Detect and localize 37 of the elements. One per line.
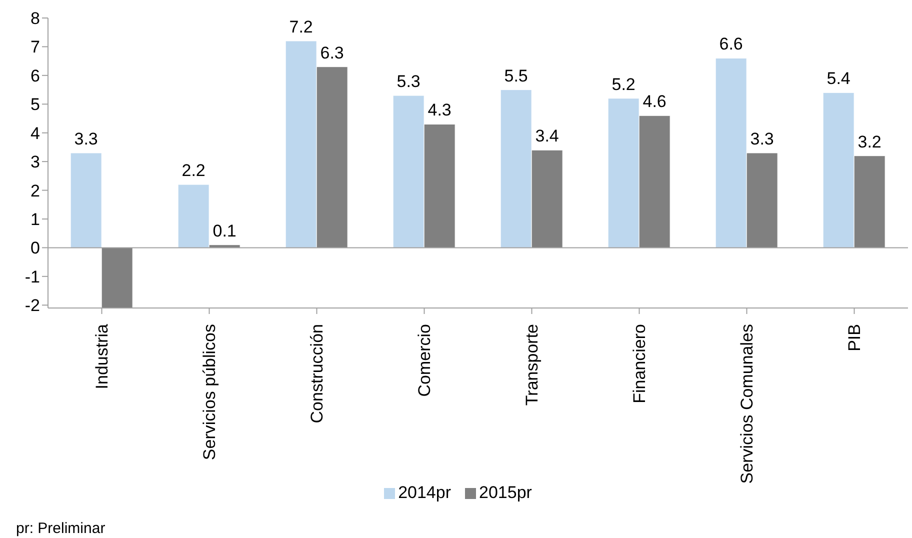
x-tick-label: Industria [92, 323, 112, 390]
x-tick-label: Construcción [307, 324, 326, 424]
data-label: 3.3 [750, 129, 774, 148]
y-tick-label: 7 [30, 38, 40, 57]
data-label: 7.2 [289, 17, 313, 36]
data-label: 2.2 [182, 161, 206, 180]
x-tick-label: Comercio [414, 324, 434, 397]
x-tick-label: PIB [844, 324, 864, 352]
y-tick-label: 4 [30, 124, 40, 143]
data-label: 5.3 [396, 72, 420, 92]
data-label: 5.2 [612, 74, 636, 94]
y-tick-label: 8 [30, 9, 40, 28]
y-tick-label: 1 [30, 210, 40, 230]
y-tick-label: 0 [30, 238, 40, 258]
y-tick-label: 5 [30, 95, 40, 114]
data-label: 4.6 [642, 92, 666, 112]
y-tick-label: -1 [24, 267, 40, 286]
x-tick-label: Servicios Comunales [737, 324, 756, 484]
y-tick-label: 2 [30, 181, 40, 200]
x-tick-label: Financiero [630, 324, 649, 404]
y-tick-label: 6 [30, 66, 40, 86]
y-tick-label: -2 [24, 296, 40, 316]
data-label: 5.5 [504, 66, 528, 86]
data-label: 6.6 [719, 34, 743, 54]
data-label: 3.2 [858, 132, 882, 152]
data-label: 5.4 [826, 69, 850, 88]
data-label: 6.3 [320, 43, 344, 62]
data-label: 0.1 [212, 221, 236, 240]
legend-label: 2014pr [397, 483, 451, 503]
data-label: 4.3 [428, 100, 452, 120]
x-tick-label: Servicios públicos [200, 324, 219, 460]
x-tick-label: Transporte [522, 324, 542, 406]
data-label: 3.4 [535, 126, 559, 146]
y-tick-label: 3 [30, 152, 40, 172]
text: pr: Preliminar [16, 520, 106, 537]
legend-label: 2015pr [478, 483, 532, 503]
data-label: 3.3 [74, 129, 98, 148]
